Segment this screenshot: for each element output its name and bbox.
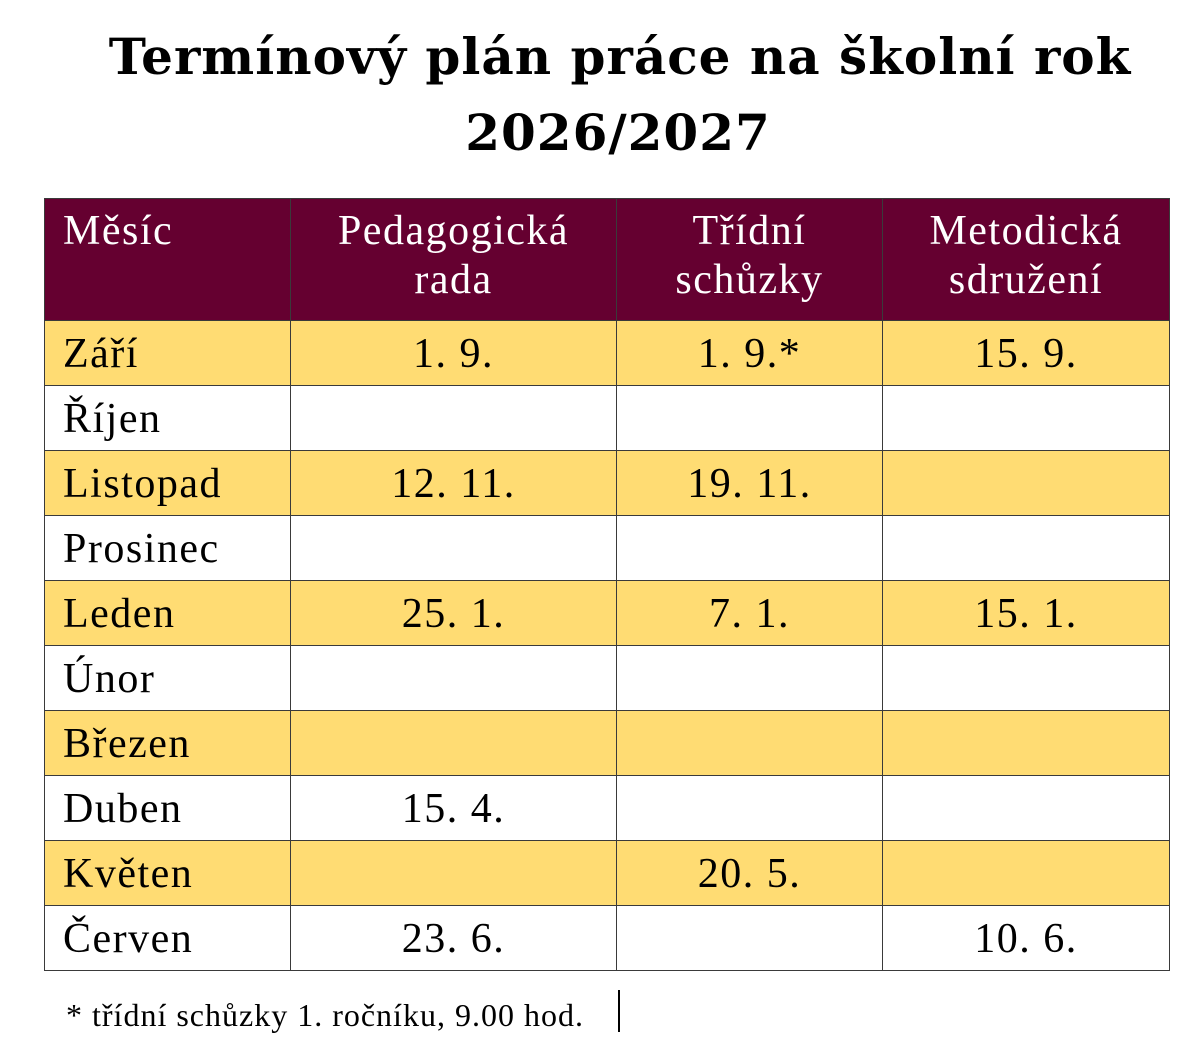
- cell-pedagogicka-rada: [290, 710, 617, 776]
- cell-month: Březen: [44, 710, 291, 776]
- cell-tridni-schuzky: [616, 385, 883, 451]
- header-metodicka-sdruzeni: Metodická sdružení: [882, 198, 1170, 321]
- header-month-label: Měsíc: [63, 208, 174, 254]
- cell-pedagogicka-rada: [290, 515, 617, 581]
- cell-pedagogicka-rada: [290, 840, 617, 906]
- footnote: * třídní schůzky 1. ročníku, 9.00 hod.: [66, 997, 584, 1033]
- cell-tridni-schuzky: 7. 1.: [616, 580, 883, 646]
- cell-pedagogicka-rada: 1. 9.: [290, 320, 617, 386]
- cell-metodicka-sdruzeni: 15. 9.: [882, 320, 1170, 386]
- cell-month: Červen: [44, 905, 291, 971]
- document-title: Termínový plán práce na školní rok: [108, 27, 1132, 86]
- table-header-row: Měsíc Pedagogická rada Třídní schůzky Me…: [44, 198, 1170, 321]
- cell-metodicka-sdruzeni: [882, 385, 1170, 451]
- cell-month: Leden: [44, 580, 291, 646]
- cell-metodicka-sdruzeni: 15. 1.: [882, 580, 1170, 646]
- cell-pedagogicka-rada: [290, 645, 617, 711]
- table-row: Prosinec: [44, 515, 1170, 581]
- cell-pedagogicka-rada: [290, 385, 617, 451]
- cell-metodicka-sdruzeni: [882, 710, 1170, 776]
- table-row: Květen 20. 5.: [44, 840, 1170, 906]
- cell-month: Květen: [44, 840, 291, 906]
- table-row: Duben 15. 4.: [44, 775, 1170, 841]
- cell-metodicka-sdruzeni: [882, 840, 1170, 906]
- schedule-table: Měsíc Pedagogická rada Třídní schůzky Me…: [44, 198, 1170, 971]
- cell-metodicka-sdruzeni: [882, 645, 1170, 711]
- cell-pedagogicka-rada: 23. 6.: [290, 905, 617, 971]
- cell-metodicka-sdruzeni: [882, 775, 1170, 841]
- header-pedagogicka-rada-line1: Pedagogická: [337, 208, 570, 254]
- cell-tridni-schuzky: 20. 5.: [616, 840, 883, 906]
- cell-tridni-schuzky: [616, 645, 883, 711]
- header-tridni-schuzky: Třídní schůzky: [616, 198, 883, 321]
- cell-month: Září: [44, 320, 291, 386]
- header-pedagogicka-rada: Pedagogická rada: [290, 198, 617, 321]
- cell-month: Duben: [44, 775, 291, 841]
- cell-metodicka-sdruzeni: 10. 6.: [882, 905, 1170, 971]
- table-row: Leden 25. 1. 7. 1. 15. 1.: [44, 580, 1170, 646]
- cell-pedagogicka-rada: 25. 1.: [290, 580, 617, 646]
- header-pedagogicka-rada-line2: rada: [414, 257, 493, 303]
- document-title-year: 2026/2027: [465, 103, 771, 162]
- table-row: Září 1. 9. 1. 9.* 15. 9.: [44, 320, 1170, 386]
- cell-tridni-schuzky: 1. 9.*: [616, 320, 883, 386]
- cell-month: Listopad: [44, 450, 291, 516]
- cell-metodicka-sdruzeni: [882, 450, 1170, 516]
- header-tridni-schuzky-line2: schůzky: [675, 257, 824, 303]
- table-row: Červen 23. 6. 10. 6.: [44, 905, 1170, 971]
- cell-month: Říjen: [44, 385, 291, 451]
- cell-month: Únor: [44, 645, 291, 711]
- header-metodicka-sdruzeni-line1: Metodická: [929, 208, 1123, 254]
- table-row: Březen: [44, 710, 1170, 776]
- cell-tridni-schuzky: [616, 775, 883, 841]
- cell-pedagogicka-rada: 12. 11.: [290, 450, 617, 516]
- cell-tridni-schuzky: [616, 515, 883, 581]
- cell-tridni-schuzky: [616, 905, 883, 971]
- header-metodicka-sdruzeni-line2: sdružení: [948, 257, 1104, 303]
- header-tridni-schuzky-line1: Třídní: [692, 208, 807, 254]
- table-row: Říjen: [44, 385, 1170, 451]
- text-cursor: [618, 990, 620, 1032]
- cell-metodicka-sdruzeni: [882, 515, 1170, 581]
- table-row: Únor: [44, 645, 1170, 711]
- header-month: Měsíc: [44, 198, 291, 321]
- cell-month: Prosinec: [44, 515, 291, 581]
- cell-tridni-schuzky: 19. 11.: [616, 450, 883, 516]
- cell-pedagogicka-rada: 15. 4.: [290, 775, 617, 841]
- table-row: Listopad 12. 11. 19. 11.: [44, 450, 1170, 516]
- cell-tridni-schuzky: [616, 710, 883, 776]
